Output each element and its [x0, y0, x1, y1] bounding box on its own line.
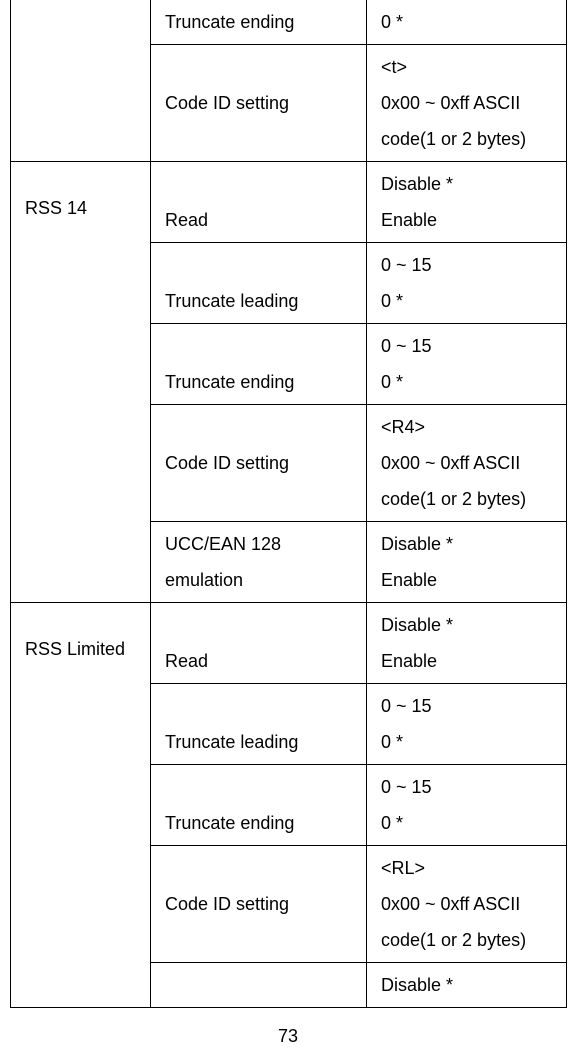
value-text: <RL> [381, 858, 425, 878]
value-text: <R4> [381, 417, 425, 437]
param-cell: Code ID setting [151, 846, 367, 963]
value-text: Enable [381, 210, 437, 230]
value-text: 0 * [381, 813, 403, 833]
value-cell: Disable * Enable [367, 603, 567, 684]
param-text: Code ID setting [151, 81, 366, 125]
table-row: RSS 14 Read Disable * Enable [11, 162, 567, 243]
value-line: <t> 0x00 ~ 0xff ASCII code(1 or 2 bytes) [367, 45, 566, 161]
group-label [11, 77, 150, 85]
param-cell: Read [151, 603, 367, 684]
value-cell: Disable * Enable [367, 522, 567, 603]
param-cell: Truncate ending [151, 0, 367, 45]
table-row: Truncate ending 0 * [11, 0, 567, 45]
value-text: Disable * [367, 963, 566, 1007]
value-text: 0 ~ 15 [381, 777, 432, 797]
param-cell: Read [151, 162, 367, 243]
param-cell: Code ID setting [151, 45, 367, 162]
value-text: 0 * [381, 291, 403, 311]
param-text: Code ID setting [151, 441, 366, 485]
param-cell: UCC/EAN 128 emulation [151, 522, 367, 603]
param-text: UCC/EAN 128 emulation [151, 522, 366, 602]
value-text: 0 * [381, 372, 403, 392]
value-cell: <t> 0x00 ~ 0xff ASCII code(1 or 2 bytes) [367, 45, 567, 162]
value-line: 0 ~ 15 0 * [367, 243, 566, 323]
value-line: 0 ~ 15 0 * [367, 684, 566, 764]
value-line: 0 ~ 15 0 * [367, 324, 566, 404]
value-text: 0 ~ 15 [381, 336, 432, 356]
param-text: Truncate ending [151, 360, 366, 404]
value-cell: Disable * [367, 963, 567, 1008]
group-label-cell: RSS Limited [11, 603, 151, 1008]
param-text: Read [151, 639, 366, 683]
value-text: 0x00 ~ 0xff ASCII code(1 or 2 bytes) [381, 894, 526, 950]
param-text: Truncate leading [151, 279, 366, 323]
value-line: <R4> 0x00 ~ 0xff ASCII code(1 or 2 bytes… [367, 405, 566, 521]
value-line: 0 ~ 15 0 * [367, 765, 566, 845]
value-text: Disable * [381, 174, 453, 194]
value-text: 0x00 ~ 0xff ASCII code(1 or 2 bytes) [381, 93, 526, 149]
value-cell: Disable * Enable [367, 162, 567, 243]
param-text: Read [151, 198, 366, 242]
value-text: Enable [381, 651, 437, 671]
value-line: Disable * Enable [367, 162, 566, 242]
value-cell: <RL> 0x00 ~ 0xff ASCII code(1 or 2 bytes… [367, 846, 567, 963]
value-cell: 0 * [367, 0, 567, 45]
page: Truncate ending 0 * Code ID setting <t> … [0, 0, 576, 1047]
param-text: Truncate leading [151, 720, 366, 764]
param-text: Truncate ending [151, 801, 366, 845]
value-cell: 0 ~ 15 0 * [367, 243, 567, 324]
value-cell: 0 ~ 15 0 * [367, 765, 567, 846]
value-text: 0 * [381, 732, 403, 752]
value-text: <t> [381, 57, 407, 77]
param-cell: Truncate ending [151, 324, 367, 405]
value-text: 0x00 ~ 0xff ASCII code(1 or 2 bytes) [381, 453, 526, 509]
value-text: Disable * [381, 615, 453, 635]
page-number: 73 [10, 1026, 566, 1047]
value-line: Disable * Enable [367, 603, 566, 683]
group-label-cell: RSS 14 [11, 162, 151, 603]
param-cell: Truncate ending [151, 765, 367, 846]
value-cell: 0 ~ 15 0 * [367, 324, 567, 405]
param-text: Truncate ending [151, 0, 366, 44]
value-text: 0 ~ 15 [381, 255, 432, 275]
settings-table: Truncate ending 0 * Code ID setting <t> … [10, 0, 567, 1008]
value-cell: 0 ~ 15 0 * [367, 684, 567, 765]
value-text: Disable * [381, 534, 453, 554]
value-line: <RL> 0x00 ~ 0xff ASCII code(1 or 2 bytes… [367, 846, 566, 962]
param-cell: Code ID setting [151, 405, 367, 522]
value-text: 0 ~ 15 [381, 696, 432, 716]
param-text: Code ID setting [151, 882, 366, 926]
value-line: Disable * Enable [367, 522, 566, 602]
value-text: 0 * [367, 0, 566, 44]
group-label: RSS Limited [11, 603, 150, 671]
param-cell [151, 963, 367, 1008]
group-label: RSS 14 [11, 162, 150, 230]
param-cell: Truncate leading [151, 684, 367, 765]
param-cell: Truncate leading [151, 243, 367, 324]
value-text: Enable [381, 570, 437, 590]
table-row: RSS Limited Read Disable * Enable [11, 603, 567, 684]
group-label-cell [11, 0, 151, 162]
value-cell: <R4> 0x00 ~ 0xff ASCII code(1 or 2 bytes… [367, 405, 567, 522]
param-text [151, 981, 366, 989]
